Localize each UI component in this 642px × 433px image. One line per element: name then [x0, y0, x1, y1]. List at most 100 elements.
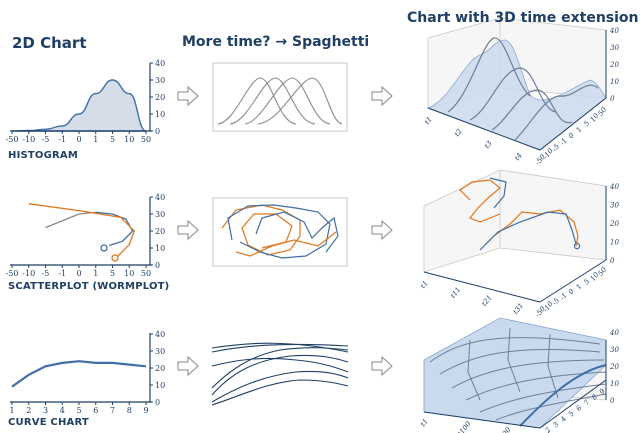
x-tick-label: 0 — [76, 135, 81, 144]
x-tick-label: 2 — [26, 406, 31, 415]
row-label-curve-chart: CURVE CHART — [8, 417, 89, 428]
y-tick-label: 30 — [155, 210, 165, 219]
3d-time-tick-label: t1 — [419, 279, 430, 290]
x-tick-label: 10 — [124, 269, 134, 278]
3d-y-tick-label: 40 — [609, 27, 619, 35]
y-tick-label: 0 — [155, 261, 160, 270]
y-tick-label: 40 — [155, 59, 165, 68]
3d-x-tick-label: 3 — [551, 420, 560, 429]
x-tick-label: 5 — [110, 269, 115, 278]
x-tick-label: -50 — [6, 135, 19, 144]
3d-y-tick-label: 20 — [609, 220, 619, 228]
x-tick-label: -50 — [6, 269, 19, 278]
x-tick-label: 3 — [43, 406, 48, 415]
3d-x-tick-label: -5 — [551, 296, 562, 307]
3d-y-tick-label: 30 — [610, 346, 619, 354]
heading-3d-extension: Chart with 3D time extension — [407, 10, 639, 26]
x-tick-label: -1 — [58, 269, 66, 278]
3d-x-tick-label: -5 — [551, 142, 562, 153]
y-tick-label: 10 — [155, 110, 165, 119]
x-tick-label: 10 — [124, 135, 134, 144]
x-tick-label: -10 — [22, 135, 35, 144]
3d-time-tick-label: t31 — [512, 302, 526, 316]
3d-x-tick-label: 7 — [582, 398, 591, 407]
3d-x-tick-label: 4 — [559, 415, 569, 424]
hollow-right-arrow-icon — [177, 219, 199, 241]
hollow-right-arrow-icon — [371, 85, 393, 107]
3d-x-tick-label: 5 — [582, 119, 591, 128]
y-tick-label: 10 — [155, 381, 165, 390]
x-tick-label: 50 — [141, 269, 151, 278]
hollow-right-arrow-icon — [177, 355, 199, 377]
histogram-area — [11, 79, 147, 132]
x-tick-label: 6 — [93, 406, 98, 415]
x-tick-label: -10 — [22, 269, 35, 278]
3d-y-tick-label: 30 — [610, 44, 619, 52]
x-tick-label: 7 — [110, 406, 115, 415]
x-tick-label: 0 — [76, 269, 81, 278]
y-tick-label: 40 — [155, 330, 165, 339]
3d-time-tick-label: t11 — [449, 286, 463, 300]
3d-y-tick-label: 10 — [610, 78, 619, 86]
3d-x-tick-label: -1 — [558, 292, 569, 302]
3d-time-tick-label: t1 — [419, 417, 430, 428]
x-tick-label: 9 — [143, 406, 148, 415]
curve-chart: 1 2 3 4 5 6 7 8 9 0 10 20 30 40 — [9, 330, 165, 415]
x-tick-label: 5 — [76, 406, 81, 415]
heading-spaghetti: More time? → Spaghetti — [182, 34, 370, 50]
y-tick-label: 20 — [155, 227, 165, 236]
y-tick-label: 40 — [155, 193, 165, 202]
y-tick-label: 30 — [155, 76, 165, 85]
3d-y-tick-label: 20 — [609, 61, 619, 69]
3d-y-tick-label: 10 — [610, 380, 619, 388]
scatter-series-line — [95, 211, 134, 247]
y-tick-label: 20 — [155, 93, 165, 102]
3d-y-tick-label: 0 — [610, 257, 615, 265]
3d-y-tick-label: 20 — [609, 363, 619, 371]
x-tick-label: 1 — [93, 135, 98, 144]
3d-x-tick-label: 8 — [590, 393, 599, 402]
3d-x-tick-label: 1 — [575, 283, 584, 291]
3d-x-tick-label: 0 — [567, 131, 576, 140]
y-tick-label: 0 — [155, 127, 160, 136]
x-tick-label: 1 — [9, 406, 14, 415]
3d-x-tick-label: 0 — [567, 287, 576, 296]
3d-x-tick-label: 5 — [567, 409, 576, 418]
spaghetti-scatter — [212, 197, 348, 267]
3d-y-tick-label: 40 — [609, 183, 619, 191]
x-tick-label: 50 — [141, 135, 151, 144]
scatter-series-line — [45, 211, 96, 229]
row-label-histogram: HISTOGRAM — [8, 150, 79, 161]
row-label-scatterplot: SCATTERPLOT (WORMPLOT) — [8, 281, 170, 292]
x-tick-label: -5 — [42, 135, 50, 144]
x-tick-label: 8 — [127, 406, 132, 415]
3d-time-tick-label: t4 — [513, 151, 524, 162]
y-tick-label: 10 — [155, 244, 165, 253]
x-tick-label: 5 — [110, 135, 115, 144]
heading-2d-chart: 2D Chart — [12, 34, 87, 52]
3d-x-tick-label: 6 — [575, 404, 584, 413]
hollow-right-arrow-icon — [371, 355, 393, 377]
scatter-series-line — [28, 203, 136, 257]
spaghetti-curves — [211, 342, 349, 406]
3d-y-tick-label: 0 — [610, 397, 615, 405]
scatter-blue-endpoint — [100, 244, 108, 252]
3d-time-tick-label: t2 — [453, 127, 464, 138]
3d-x-tick-label: -1 — [558, 137, 569, 147]
3d-time-tick-label: t3 — [483, 139, 494, 150]
x-tick-label: 1 — [93, 269, 98, 278]
3d-time-tick-label: t200 — [496, 426, 513, 433]
3d-x-tick-label: 2 — [543, 426, 553, 433]
scatter-orange-endpoint — [111, 254, 119, 262]
3d-time-tick-label: t100 — [456, 420, 473, 433]
curve-line — [11, 360, 147, 388]
x-tick-label: 4 — [60, 406, 65, 415]
3d-x-tick-label: 5 — [582, 277, 591, 286]
hollow-right-arrow-icon — [371, 219, 393, 241]
